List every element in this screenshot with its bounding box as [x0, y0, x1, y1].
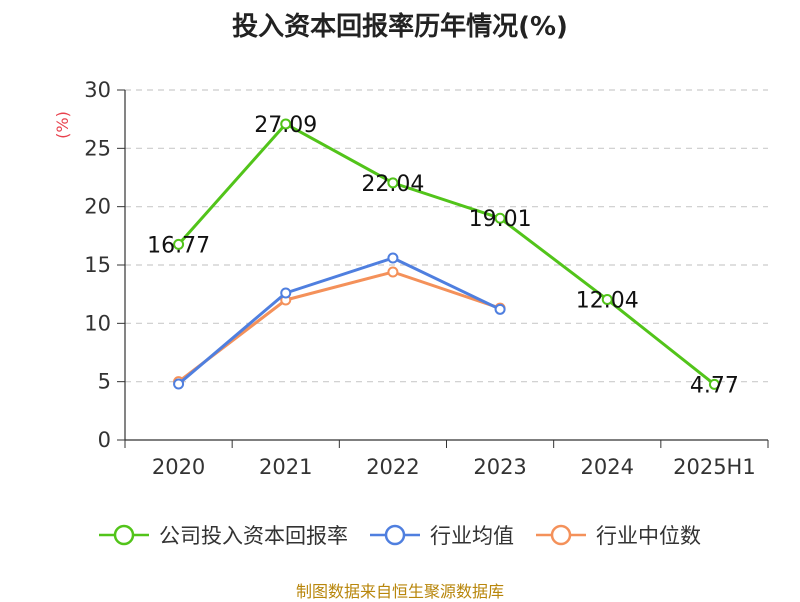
x-tick-label: 2025H1 — [673, 455, 756, 479]
data-point — [494, 303, 506, 315]
data-label: 27.09 — [254, 113, 317, 138]
x-tick-label: 2021 — [259, 455, 312, 479]
legend-marker — [536, 524, 586, 546]
chart-title: 投入资本回报率历年情况(%) — [232, 12, 568, 42]
series-line-2 — [177, 270, 501, 383]
data-label: 12.04 — [576, 289, 639, 314]
x-tick-label: 2024 — [581, 455, 634, 479]
y-axis-label: (%) — [53, 111, 72, 139]
series-line-1 — [177, 256, 501, 386]
data-point — [280, 287, 292, 299]
data-label: 4.77 — [690, 373, 739, 398]
legend-label: 公司投入资本回报率 — [159, 524, 348, 548]
legend-marker — [370, 524, 420, 546]
x-tick-label: 2022 — [366, 455, 419, 479]
data-point — [601, 294, 613, 306]
series-line-0 — [177, 122, 716, 386]
x-tick-label: 2023 — [473, 455, 526, 479]
data-label: 16.77 — [147, 233, 210, 258]
data-label: 19.01 — [469, 207, 532, 232]
legend-label: 行业均值 — [430, 524, 514, 548]
data-point — [708, 378, 720, 390]
y-tick-label: 0 — [98, 428, 111, 452]
legend-item: 行业均值 — [370, 520, 514, 550]
source-note: 制图数据来自恒生聚源数据库 — [295, 582, 504, 601]
data-point — [173, 238, 185, 250]
legend: 公司投入资本回报率 行业均值 行业中位数 — [0, 520, 800, 550]
data-point — [280, 118, 292, 130]
y-tick-label: 30 — [84, 78, 111, 102]
data-point — [494, 212, 506, 224]
y-tick-label: 10 — [84, 311, 111, 335]
y-tick-label: 25 — [84, 136, 111, 160]
y-tick-label: 5 — [98, 370, 111, 394]
data-point — [173, 378, 185, 390]
y-tick-label: 20 — [84, 195, 111, 219]
x-tick-label: 2020 — [152, 455, 205, 479]
data-label: 22.04 — [361, 172, 424, 197]
data-point — [387, 177, 399, 189]
data-point — [387, 266, 399, 278]
y-tick-label: 15 — [84, 253, 111, 277]
data-point — [387, 252, 399, 264]
legend-item: 行业中位数 — [536, 520, 701, 550]
legend-marker — [99, 524, 149, 546]
legend-item: 公司投入资本回报率 — [99, 520, 348, 550]
legend-label: 行业中位数 — [596, 524, 701, 548]
